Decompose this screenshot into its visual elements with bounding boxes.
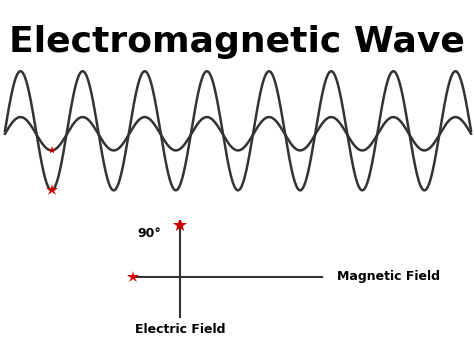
Text: Electromagnetic Wave: Electromagnetic Wave xyxy=(9,25,465,59)
Text: 90°: 90° xyxy=(137,227,161,240)
Text: Magnetic Field: Magnetic Field xyxy=(337,270,439,283)
Text: Electric Field: Electric Field xyxy=(135,323,225,335)
